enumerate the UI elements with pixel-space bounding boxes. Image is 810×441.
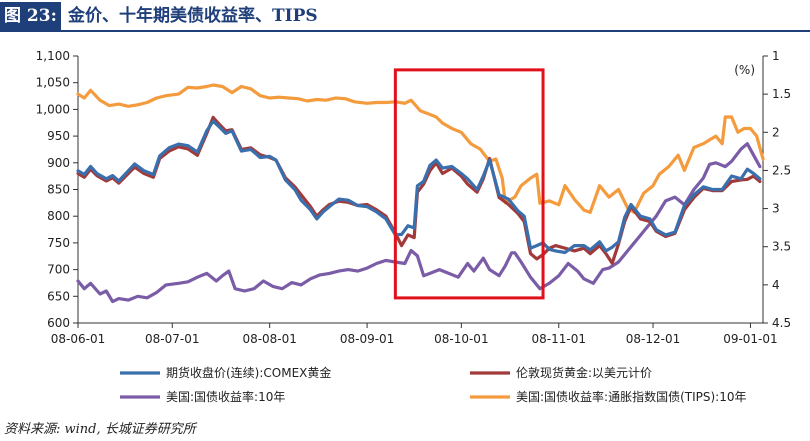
- figure-label: 图 23:: [0, 2, 61, 30]
- right-tick-label: 1.5: [772, 87, 791, 101]
- right-tick-label: 4.5: [772, 316, 791, 330]
- figure-title: 金价、十年期美债收益率、TIPS: [68, 6, 318, 26]
- legend-label-3: 美国:国债收益率:通胀指数国债(TIPS):10年: [516, 389, 747, 404]
- right-tick-label: 2: [772, 125, 780, 139]
- series-line-1: [76, 115, 762, 265]
- x-tick-label: 08-07-01: [145, 332, 199, 346]
- left-tick-label: 950: [47, 129, 70, 143]
- left-tick-label: 800: [47, 209, 70, 223]
- right-tick-label: 4: [772, 278, 780, 292]
- x-tick-label: 08-11-01: [532, 332, 586, 346]
- legend-label-0: 期货收盘价(连续):COMEX黄金: [166, 365, 331, 380]
- right-axis-unit-label: (%): [734, 63, 755, 77]
- x-tick-label: 09-01-01: [723, 332, 777, 346]
- x-tick-label: 08-10-01: [434, 332, 488, 346]
- right-tick-label: 3.5: [772, 240, 791, 254]
- left-tick-label: 750: [47, 236, 70, 250]
- x-tick-label: 08-12-01: [626, 332, 680, 346]
- source-note: 资料来源: wind, 长城证券研究所: [4, 422, 196, 437]
- x-tick-label: 08-08-01: [242, 332, 296, 346]
- highlight-box: [393, 68, 545, 300]
- left-tick-label: 1,050: [36, 76, 70, 90]
- left-tick-label: 600: [47, 316, 70, 330]
- left-tick-label: 1,000: [36, 102, 70, 116]
- x-tick-label: 08-06-01: [51, 332, 105, 346]
- left-tick-label: 650: [47, 289, 70, 303]
- right-tick-label: 2.5: [772, 163, 791, 177]
- right-tick-label: 3: [772, 202, 780, 216]
- series-line-0: [76, 119, 762, 255]
- x-tick-label: 08-09-01: [340, 332, 394, 346]
- right-tick-label: 1: [772, 49, 780, 63]
- left-tick-label: 900: [47, 156, 70, 170]
- legend-label-2: 美国:国债收益率:10年: [166, 389, 285, 404]
- series-line-3: [76, 83, 765, 214]
- gold-price-yield-chart: 600 650 700 750 800 850 900 950 1,000 1,050 1,100 1…: [36, 49, 791, 404]
- legend-label-1: 伦敦现货黄金:以美元计价: [516, 365, 652, 380]
- left-tick-label: 700: [47, 263, 70, 277]
- figure-title-bar: 图 23: 金价、十年期美债收益率、TIPS: [0, 2, 810, 32]
- series-line-2: [76, 142, 762, 304]
- left-tick-label: 1,100: [36, 49, 70, 63]
- left-tick-label: 850: [47, 183, 70, 197]
